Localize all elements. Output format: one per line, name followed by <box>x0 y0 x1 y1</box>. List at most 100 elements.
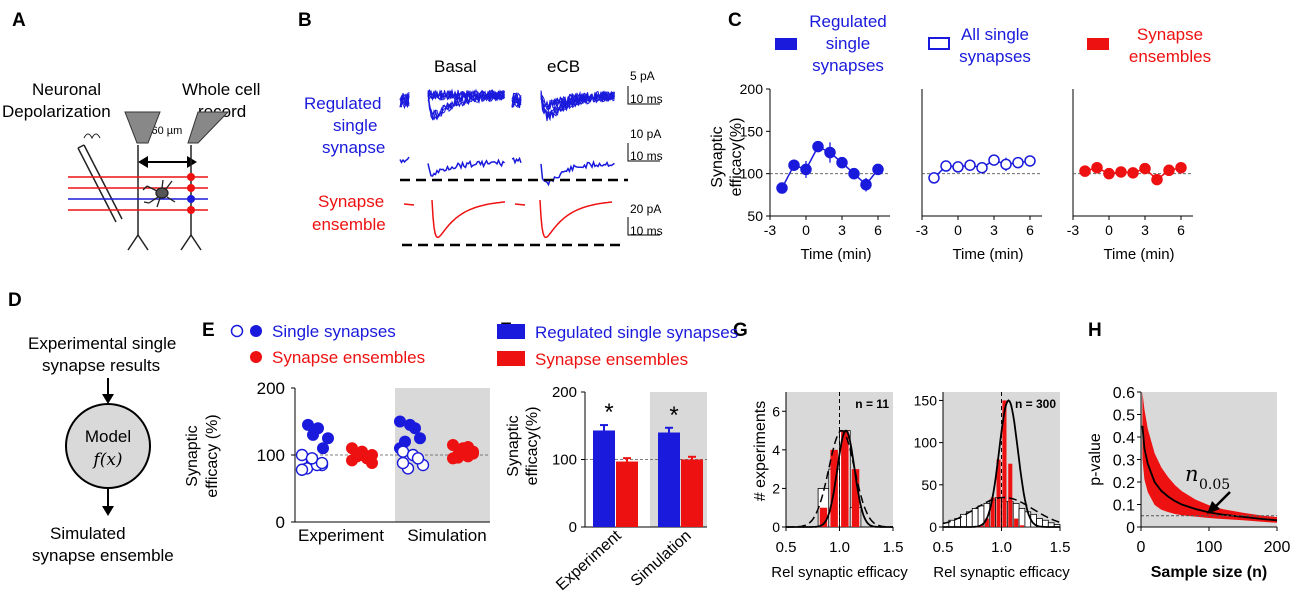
panel-letter-e: E <box>202 320 215 341</box>
panel-f-ylabel-2: efficacy(%) <box>524 407 541 486</box>
chart-e: 0 100 200 Experiment Simulation <box>257 379 490 545</box>
hist-bar-ensemble <box>851 469 860 527</box>
trace-single-avg-pre <box>399 156 410 164</box>
chart-g-n300: 0 50 100 150 0.5 1.0 1.5 Rel synaptic efficacy n… <box>914 392 1070 581</box>
data-point <box>1127 167 1139 179</box>
data-point <box>940 160 952 172</box>
legend-ensemble-2: ensembles <box>1129 47 1211 66</box>
depolarization-label: Neuronal <box>32 80 101 99</box>
category-label: Experiment <box>553 527 625 594</box>
trace-single-ecb <box>540 91 615 108</box>
ensemble-label-1: Synapse <box>318 192 384 211</box>
legend-regulated-swatch <box>775 38 797 50</box>
hist-bar-ensemble <box>1002 400 1007 527</box>
x-tick-label: -3 <box>764 222 777 238</box>
hist-bar-ensemble <box>984 518 989 527</box>
distance-arrow-head-right <box>187 156 197 168</box>
legend-ensemble-1: Synapse <box>1137 25 1203 44</box>
data-point <box>1175 161 1187 174</box>
data-point <box>414 432 426 445</box>
data-point <box>307 428 319 441</box>
data-point <box>394 415 406 428</box>
sample-annotation: n = 11 <box>855 397 889 411</box>
data-point-open <box>315 456 329 470</box>
x-tick-label: 1.0 <box>829 539 850 556</box>
x-tick-label: 6 <box>874 222 882 238</box>
recording-pipette <box>187 111 230 144</box>
x-tick-label: 0 <box>1137 539 1146 556</box>
data-point <box>366 457 378 470</box>
bar <box>593 430 615 527</box>
data-point <box>1012 156 1024 169</box>
chart-h: 0 0.1 0.2 0.3 0.4 0.5 0.6 0 100 200 Sample size (n… <box>1087 385 1290 581</box>
data-point <box>824 146 836 159</box>
data-point <box>812 140 824 153</box>
category-label: Experiment <box>298 526 384 545</box>
trace-ensemble-basal <box>431 199 505 239</box>
hist-bar-ensemble <box>1014 518 1019 527</box>
y-tick-label: 150 <box>740 123 764 139</box>
legend-all-2: synapses <box>959 47 1031 66</box>
data-point <box>409 422 421 435</box>
stimulation-pipette <box>124 111 161 144</box>
model-output-2: synapse ensemble <box>32 546 174 565</box>
y-tick-label: 2 <box>772 480 780 496</box>
basal-header: Basal <box>434 57 477 76</box>
panel-e-legend: Single synapses Synapse ensembles Synapt… <box>184 322 425 498</box>
data-point-open <box>295 463 309 476</box>
panel-e-ylabel-1: Synaptic <box>184 425 201 486</box>
y-tick-label: 0 <box>569 519 577 536</box>
legend-regulated-2: single <box>826 34 870 53</box>
y-tick-label: 200 <box>257 379 285 398</box>
y-tick-label: 0.5 <box>1113 408 1135 425</box>
fit-ensemble <box>786 429 893 528</box>
y-tick-label: 0 <box>929 519 937 535</box>
trace-single-avg-basal <box>427 158 505 177</box>
category-label: Simulation <box>628 527 695 590</box>
model-label: Model <box>85 427 131 446</box>
data-point <box>1115 166 1127 178</box>
significance-mark: * <box>669 402 678 429</box>
legend-synapse-ensembles: Synapse ensembles <box>272 348 425 367</box>
panel-c-ylabel-2: efficacy(%) <box>728 118 745 197</box>
panel-c-ylabel-1: Synaptic <box>709 126 726 187</box>
regulated-label-3: synapse <box>322 138 385 157</box>
x-tick-label: 0 <box>802 222 810 238</box>
trace-single-avg-pre-ecb <box>511 156 522 165</box>
fit-single <box>786 429 893 528</box>
x-tick-label: 1.5 <box>883 539 904 556</box>
data-point <box>964 159 976 171</box>
x-axis-label: Time (min) <box>800 246 871 263</box>
significance-mark: * <box>604 399 613 426</box>
x-tick-label: 0.5 <box>933 539 954 556</box>
y-tick-label: 0 <box>1126 520 1135 537</box>
x-tick-label: 0 <box>954 222 962 238</box>
hist-bar-ensemble <box>819 507 828 527</box>
regulated-label-1: Regulated <box>304 94 382 113</box>
legend-all-swatch <box>928 37 950 50</box>
y-tick-label: 50 <box>747 208 763 224</box>
hist-bar-ensemble <box>841 430 849 527</box>
panel-f-legend: Regulated single synapses Synapse ensemb… <box>497 323 738 485</box>
data-point <box>1024 155 1036 167</box>
n-sub: 0.05 <box>1199 477 1230 493</box>
scale3-time: 10 ms <box>630 224 663 238</box>
scale3-amp: 20 pA <box>630 202 661 216</box>
sample-annotation: n = 300 <box>1015 397 1056 411</box>
distance-arrow-head-left <box>138 156 148 168</box>
data-point <box>800 163 812 176</box>
data-point <box>317 442 329 455</box>
trace-single-prestim <box>511 92 522 108</box>
trace-single-prestim <box>511 92 522 108</box>
scale2-amp: 10 pA <box>630 127 661 141</box>
n-label: n <box>1185 462 1199 486</box>
x-tick-label: 3 <box>1141 222 1149 238</box>
trace-single-prestim <box>399 94 410 108</box>
x-axis-label: Rel synaptic efficacy <box>933 564 1070 581</box>
y-tick-label: 100 <box>914 435 938 451</box>
y-tick-label: 0.3 <box>1113 453 1135 470</box>
legend-all-1: All single <box>961 25 1029 44</box>
x-tick-label: 3 <box>838 222 846 238</box>
y-tick-label: 0 <box>276 513 285 532</box>
